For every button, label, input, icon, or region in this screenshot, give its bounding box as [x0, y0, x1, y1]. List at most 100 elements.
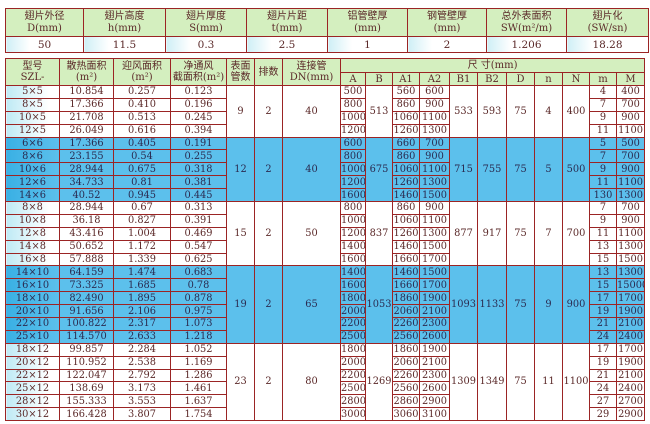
- dim-m-cell: 9: [589, 110, 617, 125]
- dim-a1-cell: 2560: [392, 381, 420, 396]
- dim-a1-cell: 1460: [392, 239, 420, 254]
- dim-m-cell: 13: [589, 265, 617, 280]
- rows-cell: 2: [254, 85, 283, 138]
- heat-area-cell: 10.854: [59, 85, 114, 99]
- header-unit: SW(m²/m): [500, 22, 553, 34]
- dim-m-cell: 7: [589, 97, 617, 112]
- dim-big-m-cell: 1100: [615, 226, 646, 241]
- fin-spec-header: 翅片高度 h(mm): [83, 8, 166, 37]
- dim-m-cell: 19: [589, 355, 617, 370]
- dim-a1-cell: 2060: [392, 304, 420, 319]
- face-area-cell: 2.792: [113, 368, 171, 383]
- model-cell: 18×10: [5, 291, 60, 306]
- net-area-cell: 0.975: [170, 304, 227, 319]
- model-cell: 6×6: [5, 136, 60, 151]
- dim-m-cell: 9: [589, 213, 617, 228]
- model-cell: 18×12: [5, 342, 60, 357]
- dim-big-m-cell: 700: [615, 97, 646, 112]
- heat-area-cell: 64.159: [59, 265, 114, 280]
- pipe-dn-cell: 50: [282, 201, 341, 267]
- dim-a-cell: 1200: [340, 226, 366, 241]
- dim-n-cell: 9: [534, 265, 563, 344]
- fin-spec-header: 总外表面积 SW(m²/m): [486, 8, 567, 37]
- header-heat-area: 散热面积 (m²): [59, 58, 114, 86]
- table-row: 8×5 17.366 0.410 0.196 800 860 900 7 700: [5, 97, 646, 112]
- face-area-cell: 2.106: [113, 304, 171, 319]
- dim-a2-cell: 3100: [419, 407, 450, 422]
- dim-big-m-cell: 2400: [615, 381, 646, 396]
- dim-d-cell: 75: [506, 342, 535, 422]
- face-area-cell: 0.945: [113, 188, 171, 203]
- face-area-cell: 2.538: [113, 355, 171, 370]
- dim-a1-cell: 1260: [392, 123, 420, 138]
- dim-m-cell: 4: [589, 85, 617, 99]
- heat-area-cell: 91.656: [59, 304, 114, 319]
- heat-area-cell: 36.18: [59, 213, 114, 228]
- fin-spec-header: 翅片外径 D(mm): [5, 8, 84, 37]
- table-row: 14×10 64.159 1.474 0.683 19 2 65 1400 1053 1460 15…: [5, 265, 646, 344]
- table-row: 10×5 21.708 0.513 0.245 1000 1060 1100 9 900: [5, 110, 646, 125]
- model-cell: 8×6: [5, 149, 60, 164]
- fin-spec-header: 铝管壁厚 (mm): [327, 8, 408, 37]
- dim-big-m-cell: 2700: [615, 394, 646, 409]
- net-area-cell: 0.318: [170, 162, 227, 177]
- dim-a2-cell: 1500: [419, 188, 450, 203]
- dim-a2-cell: 2300: [419, 368, 450, 383]
- dim-a2-cell: 1300: [419, 123, 450, 138]
- tubes-cell: 23: [226, 342, 255, 422]
- dim-a2-cell: 2100: [419, 304, 450, 319]
- rows-cell: 2: [254, 136, 283, 203]
- tubes-cell: 19: [226, 265, 255, 344]
- dim-a2-cell: 900: [419, 97, 450, 112]
- header-label: 总外表面积: [501, 10, 552, 22]
- dim-a2-cell: 1300: [419, 175, 450, 190]
- dim-big-m-cell: 1500: [615, 252, 646, 267]
- dim-a1-cell: 1860: [392, 342, 420, 357]
- dim-n-cell: 4: [534, 85, 563, 138]
- model-cell: 20×10: [5, 304, 60, 319]
- dim-a1-cell: 1060: [392, 162, 420, 177]
- heat-area-cell: 99.857: [59, 342, 114, 357]
- dim-a-cell: 2200: [340, 368, 366, 383]
- dim-a1-cell: 2860: [392, 394, 420, 409]
- dim-m-cell: 9: [589, 162, 617, 177]
- dim-b2-cell: 593: [477, 85, 507, 138]
- heat-area-cell: 166.428: [59, 407, 114, 422]
- dim-a2-cell: 1700: [419, 278, 450, 293]
- dim-big-m-cell: 1300: [615, 265, 646, 280]
- fin-spec-header: 翅片化 (SW/sn): [566, 8, 649, 37]
- header-net-area: 净通风 截面积(m²): [170, 58, 227, 86]
- dim-big-m-cell: 2900: [615, 407, 646, 422]
- dim-a2-cell: 900: [419, 201, 450, 215]
- fin-spec-value-row: 50 11.5 0.3 2.5 1 2 1.206 18.28: [5, 36, 649, 53]
- fin-spec-value: 1: [327, 36, 408, 53]
- net-area-cell: 1.169: [170, 355, 227, 370]
- dim-a2-cell: 700: [419, 136, 450, 151]
- net-area-cell: 0.381: [170, 175, 227, 190]
- header-pipe: 连接管 DN(mm): [282, 58, 341, 86]
- table-row: 25×10 114.570 2.633 1.218 2500 2560 2600 24 2400: [5, 329, 646, 344]
- dim-b2-cell: 755: [477, 136, 507, 203]
- model-cell: 22×10: [5, 317, 60, 331]
- heat-area-cell: 50.652: [59, 239, 114, 254]
- dim-a-cell: 2200: [340, 317, 366, 331]
- dim-big-m-cell: 1700: [615, 291, 646, 306]
- tubes-cell: 12: [226, 136, 255, 203]
- dim-m-cell: 29: [589, 407, 617, 422]
- dim-a1-cell: 860: [392, 97, 420, 112]
- dim-a-cell: 1800: [340, 342, 366, 357]
- header-dim-a: A: [340, 72, 366, 86]
- table-row: 28×12 155.333 3.553 1.637 2800 2860 2900 27 2700: [5, 394, 646, 409]
- net-area-cell: 0.547: [170, 239, 227, 254]
- dim-a1-cell: 3060: [392, 407, 420, 422]
- net-area-cell: 0.445: [170, 188, 227, 203]
- dim-a2-cell: 1500: [419, 265, 450, 280]
- dim-a-cell: 1200: [340, 175, 366, 190]
- dim-m-cell: 19: [589, 304, 617, 319]
- model-cell: 12×5: [5, 123, 60, 138]
- dim-n-cell: 1100: [562, 342, 590, 422]
- table-row: 16×8 57.888 1.339 0.625 1600 1660 1700 15 1500: [5, 252, 646, 267]
- net-area-cell: 1.637: [170, 394, 227, 409]
- header-unit: (mm): [354, 22, 381, 34]
